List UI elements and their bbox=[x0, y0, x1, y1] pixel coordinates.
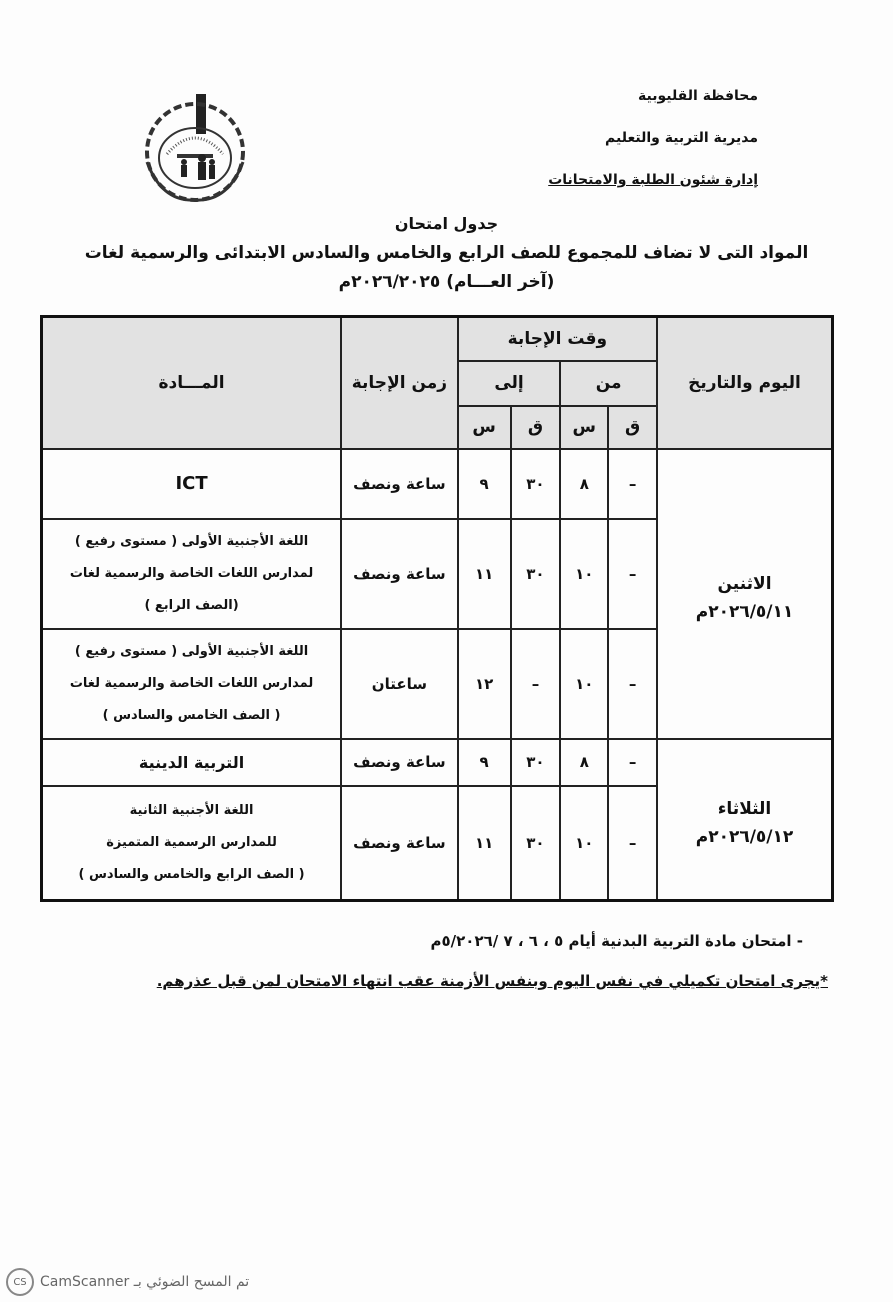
from-minute: – bbox=[607, 737, 658, 787]
doc-title: جدول امتحان bbox=[394, 214, 499, 233]
duration: ساعتان bbox=[340, 627, 459, 740]
to-hour: ١١ bbox=[456, 784, 512, 902]
doc-subtitle: المواد التى لا تضاف للمجموع للصف الرابع … bbox=[84, 243, 809, 263]
header-subject: المـــادة bbox=[40, 315, 343, 450]
subject: اللغة الأجنبية الثانية للمدارس الرسمية ال… bbox=[40, 784, 343, 902]
header-to: إلى bbox=[456, 359, 562, 407]
header-to-hour: س bbox=[456, 404, 512, 450]
to-minute: ٣٠ bbox=[509, 517, 562, 630]
subject: اللغة الأجنبية الأولى ( مستوى رفيع ) لمدا… bbox=[40, 517, 343, 630]
pe-exam-note: - امتحان مادة التربية البدنية أيام ٥ ، ٦… bbox=[430, 932, 803, 950]
table-row: – ١٠ – ١٢ ساعتان اللغة الأجنبية الأولى (… bbox=[40, 627, 833, 740]
header-day-date: اليوم والتاريخ bbox=[655, 315, 834, 450]
to-minute: ٣٠ bbox=[509, 784, 562, 902]
from-minute: – bbox=[607, 627, 658, 740]
camscanner-logo-icon: CS bbox=[6, 1268, 34, 1296]
header-answer-time: وقت الإجابة bbox=[456, 315, 658, 362]
header-duration: زمن الإجابة bbox=[340, 315, 459, 450]
table-row: – ١٠ ٣٠ ١١ ساعة ونصف اللغة الأجنبية الأو… bbox=[40, 517, 833, 630]
to-hour: ٩ bbox=[456, 447, 512, 520]
subject: ICT bbox=[40, 447, 343, 520]
to-hour: ٩ bbox=[456, 737, 512, 787]
table-row: – ١٠ ٣٠ ١١ ساعة ونصف اللغة الأجنبية الثا… bbox=[40, 784, 833, 902]
header-from-hour: س bbox=[559, 404, 610, 450]
from-hour: ١٠ bbox=[559, 517, 610, 630]
duration: ساعة ونصف bbox=[340, 447, 459, 520]
header-from-minute: ق bbox=[607, 404, 658, 450]
table-row: الثلاثاء ٢٠٢٦/٥/١٢م – ٨ ٣٠ ٩ ساعة ونصف ال… bbox=[40, 737, 834, 902]
to-minute: ٣٠ bbox=[509, 737, 562, 787]
camscanner-text: تم المسح الضوئي بـ CamScanner bbox=[40, 1274, 250, 1290]
duration: ساعة ونصف bbox=[340, 737, 459, 787]
duration: ساعة ونصف bbox=[340, 784, 459, 902]
from-hour: ٨ bbox=[559, 447, 610, 520]
makeup-exam-note: *يجرى امتحان تكميلي في نفس اليوم وبنفس ا… bbox=[156, 972, 828, 990]
subject: التربية الدينية bbox=[40, 737, 343, 787]
to-minute: ٣٠ bbox=[509, 447, 562, 520]
to-minute: – bbox=[509, 627, 562, 740]
directorate: مديرية التربية والتعليم bbox=[605, 130, 758, 146]
governorate: محافظة القليوبية bbox=[638, 88, 758, 104]
day-cell: الاثنين ٢٠٢٦/٥/١١م bbox=[655, 447, 834, 740]
department: إدارة شئون الطلبة والامتحانات bbox=[548, 172, 758, 188]
day-cell: الثلاثاء ٢٠٢٦/٥/١٢م bbox=[655, 737, 834, 902]
to-hour: ١١ bbox=[456, 517, 512, 630]
subject: اللغة الأجنبية الأولى ( مستوى رفيع ) لمدا… bbox=[40, 627, 343, 740]
header-from: من bbox=[559, 359, 658, 407]
from-hour: ٨ bbox=[559, 737, 610, 787]
from-hour: ١٠ bbox=[559, 784, 610, 902]
to-hour: ١٢ bbox=[456, 627, 512, 740]
exam-schedule-table: اليوم والتاريخ وقت الإجابة زمن الإجابة ا… bbox=[40, 315, 834, 902]
from-minute: – bbox=[607, 517, 658, 630]
doc-year: (آخر العـــام) ٢٠٢٦/٢٠٢٥م bbox=[338, 272, 555, 292]
ministry-logo-icon bbox=[145, 94, 245, 202]
from-hour: ١٠ bbox=[559, 627, 610, 740]
from-minute: – bbox=[607, 447, 658, 520]
table-row: الاثنين ٢٠٢٦/٥/١١م – ٨ ٣٠ ٩ ساعة ونصف ICT bbox=[40, 447, 834, 740]
camscanner-watermark: تم المسح الضوئي بـ CamScanner CS bbox=[6, 1268, 249, 1296]
duration: ساعة ونصف bbox=[340, 517, 459, 630]
from-minute: – bbox=[607, 784, 658, 902]
header-to-minute: ق bbox=[509, 404, 562, 450]
